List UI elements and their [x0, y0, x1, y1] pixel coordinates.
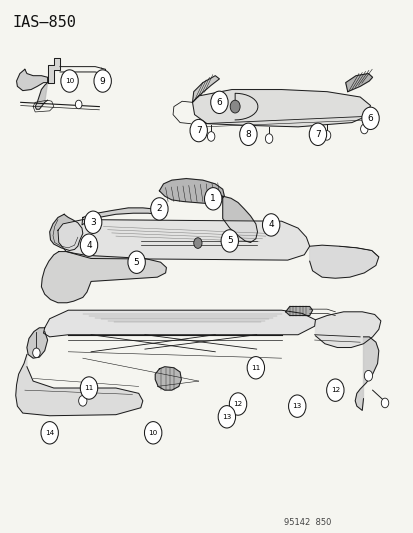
Polygon shape: [82, 208, 159, 225]
Text: 4: 4: [268, 221, 273, 229]
Circle shape: [262, 214, 279, 236]
Text: 10: 10: [65, 78, 74, 84]
Polygon shape: [58, 220, 309, 260]
Polygon shape: [285, 306, 312, 316]
Text: 7: 7: [314, 130, 320, 139]
Circle shape: [190, 119, 207, 142]
Text: 13: 13: [292, 403, 301, 409]
Polygon shape: [41, 252, 166, 303]
Circle shape: [265, 134, 272, 143]
Polygon shape: [16, 354, 142, 416]
Text: 5: 5: [133, 258, 139, 266]
Circle shape: [323, 131, 330, 140]
Circle shape: [150, 198, 168, 220]
Circle shape: [61, 70, 78, 92]
Circle shape: [41, 422, 58, 444]
Polygon shape: [354, 337, 378, 410]
Circle shape: [193, 238, 202, 248]
Circle shape: [247, 357, 264, 379]
Text: 11: 11: [84, 385, 93, 391]
Text: 6: 6: [367, 114, 373, 123]
Text: 2: 2: [156, 205, 162, 213]
Polygon shape: [47, 58, 60, 83]
Text: 13: 13: [222, 414, 231, 420]
Circle shape: [363, 370, 372, 381]
Circle shape: [380, 398, 388, 408]
Circle shape: [144, 422, 161, 444]
Circle shape: [204, 188, 221, 210]
Text: 7: 7: [195, 126, 201, 135]
Circle shape: [221, 230, 238, 252]
Polygon shape: [345, 74, 372, 92]
Circle shape: [326, 379, 343, 401]
Circle shape: [239, 123, 256, 146]
Circle shape: [78, 395, 87, 406]
Circle shape: [84, 211, 102, 233]
Text: 3: 3: [90, 218, 96, 227]
Circle shape: [75, 100, 82, 109]
Text: 6: 6: [216, 98, 222, 107]
Circle shape: [33, 348, 40, 358]
Polygon shape: [192, 90, 370, 127]
Circle shape: [210, 91, 228, 114]
Text: 11: 11: [251, 365, 260, 371]
Polygon shape: [27, 328, 47, 358]
Text: 4: 4: [86, 241, 92, 249]
Polygon shape: [192, 76, 219, 102]
Polygon shape: [309, 245, 378, 278]
Polygon shape: [155, 367, 181, 390]
Text: 95142  850: 95142 850: [283, 518, 330, 527]
Polygon shape: [159, 179, 224, 204]
Circle shape: [94, 70, 111, 92]
Text: 12: 12: [233, 401, 242, 407]
Circle shape: [230, 100, 240, 113]
Text: 10: 10: [148, 430, 157, 436]
Polygon shape: [35, 83, 47, 109]
Circle shape: [80, 377, 97, 399]
Polygon shape: [315, 312, 380, 348]
Circle shape: [207, 132, 214, 141]
Text: 1: 1: [210, 195, 216, 203]
Polygon shape: [222, 196, 257, 243]
Circle shape: [80, 234, 97, 256]
Text: 14: 14: [45, 430, 54, 436]
Circle shape: [309, 123, 326, 146]
Circle shape: [128, 251, 145, 273]
Circle shape: [218, 406, 235, 428]
Text: 12: 12: [330, 387, 339, 393]
Circle shape: [229, 393, 246, 415]
Polygon shape: [50, 214, 83, 251]
Text: 9: 9: [100, 77, 105, 85]
Circle shape: [361, 107, 378, 130]
Text: IAS–850: IAS–850: [12, 15, 76, 30]
Polygon shape: [43, 310, 315, 337]
Polygon shape: [17, 69, 47, 91]
Text: 8: 8: [245, 130, 251, 139]
Circle shape: [288, 395, 305, 417]
Circle shape: [360, 124, 367, 134]
Text: 5: 5: [226, 237, 232, 245]
